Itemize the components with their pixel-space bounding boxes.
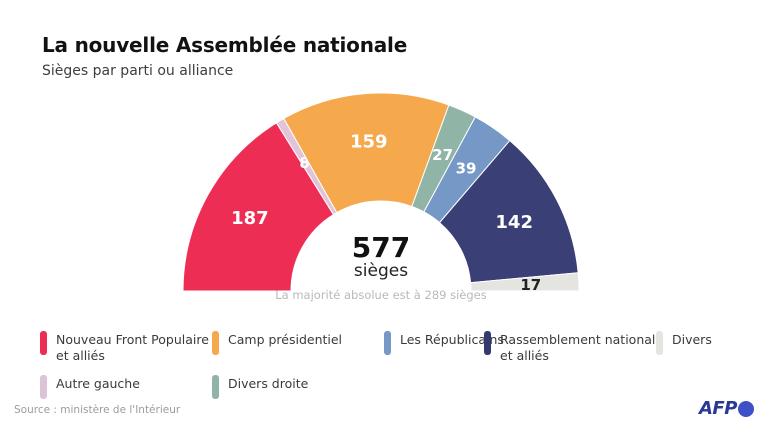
legend-swatch [656, 331, 663, 355]
legend-item-autre-gauche: Autre gauche [40, 375, 140, 399]
legend-label: Nouveau Front Populaire et alliés [56, 332, 209, 364]
segment-nouveau-front-populaire-et-allies [182, 122, 335, 292]
legend-label: Divers droite [228, 376, 309, 391]
absolute-majority-note: La majorité absolue est à 289 sièges [275, 288, 487, 302]
legend-item-camp-presidentiel: Camp présidentiel [212, 331, 342, 355]
segment-divers [470, 272, 580, 292]
segment-value-camp-presidentiel: 159 [350, 132, 388, 153]
legend-swatch [40, 375, 47, 399]
total-seats-value: 577 [351, 231, 411, 264]
legend-label: Camp présidentiel [228, 332, 343, 347]
source-credit: Source : ministère de l'Intérieur [14, 404, 181, 416]
legend-swatch [212, 331, 219, 355]
legend-item-rassemblement-national: Rassemblement national et alliés [484, 331, 655, 365]
legend-swatch [384, 331, 391, 355]
afp-logo-text: AFP [699, 398, 737, 419]
legend-label: Divers [672, 332, 712, 347]
legend-item-divers-droite: Divers droite [212, 375, 308, 399]
segment-value-divers: 17 [520, 276, 541, 294]
segment-value-rassemblement-national-et-allies: 142 [495, 212, 533, 233]
afp-logo: AFP [699, 398, 754, 419]
legend-swatch [484, 331, 491, 355]
page-subtitle: Sièges par parti ou alliance [42, 63, 234, 79]
total-seats-label: sièges [353, 261, 409, 281]
segment-value-autre-gauche: 8 [299, 154, 309, 172]
legend-label: Rassemblement national et alliés [500, 332, 656, 364]
legend-item-divers: Divers [656, 331, 712, 355]
segment-value-nouveau-front-populaire-et-allies: 187 [231, 208, 269, 229]
legend-label: Autre gauche [56, 376, 140, 391]
legend-swatch [212, 375, 219, 399]
legend-swatch [40, 331, 47, 355]
segment-value-les-republicains: 39 [456, 159, 477, 177]
afp-logo-ball-icon [737, 400, 754, 417]
segment-value-divers-droite: 27 [432, 146, 453, 164]
segment-camp-presidentiel [283, 92, 450, 214]
segment-rassemblement-national-et-allies [438, 139, 579, 284]
legend-item-nouveau-front-populaire: Nouveau Front Populaire et alliés [40, 331, 209, 365]
page-title: La nouvelle Assemblée nationale [42, 33, 408, 57]
